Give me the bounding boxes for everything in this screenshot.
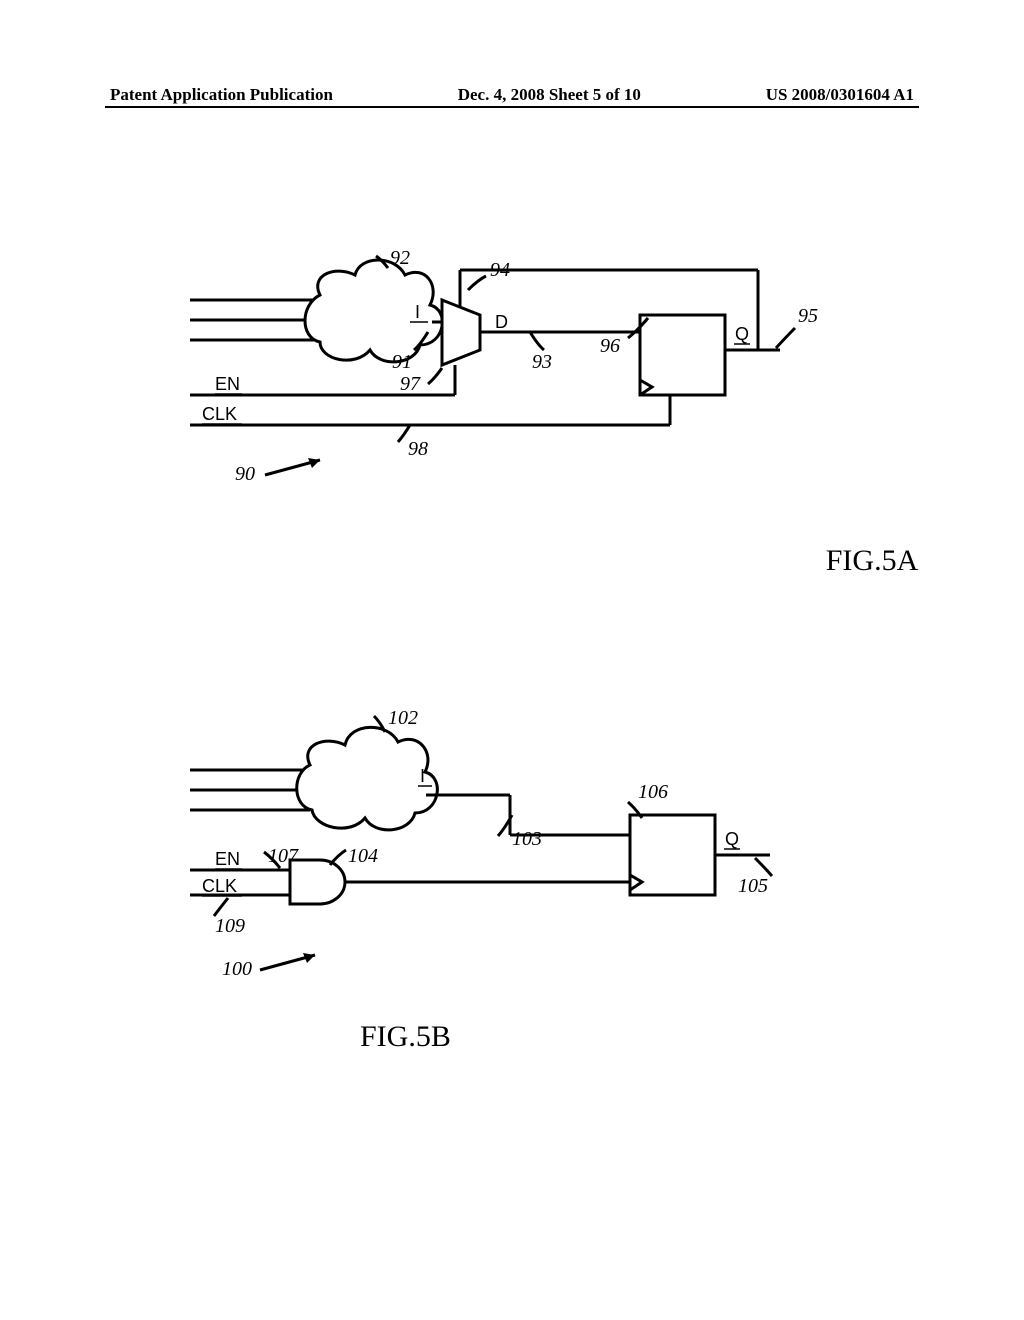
label-q: Q [735, 324, 749, 344]
ref-107: 107 [268, 845, 299, 867]
label-en-b: EN [215, 849, 240, 869]
cloud-icon-b [297, 727, 438, 830]
ref-103: 103 [512, 828, 542, 850]
header-rule [105, 106, 919, 108]
ref-91: 91 [392, 351, 412, 373]
label-d: D [495, 312, 508, 332]
leader-97 [428, 368, 442, 384]
ref-97: 97 [400, 373, 421, 395]
fig5b-svg: I Q EN CLK 102 103 106 105 104 107 109 1… [160, 710, 860, 1030]
leader-104 [330, 850, 346, 865]
fig5b-caption: FIG.5B [360, 1020, 451, 1054]
and-gate-icon [290, 860, 345, 904]
label-clk-b: CLK [202, 876, 237, 896]
header-left: Patent Application Publication [110, 85, 333, 105]
ref-92: 92 [390, 247, 410, 269]
fig5a-svg: I D Q EN CLK 92 94 91 93 96 95 97 98 90 [160, 250, 860, 550]
label-en: EN [215, 374, 240, 394]
leader-105 [755, 858, 772, 876]
figure-5a: I D Q EN CLK 92 94 91 93 96 95 97 98 90 [160, 250, 860, 580]
ref-100: 100 [222, 958, 252, 980]
ref-104: 104 [348, 845, 378, 867]
label-q-b: Q [725, 829, 739, 849]
ref-95: 95 [798, 305, 818, 327]
header-center: Dec. 4, 2008 Sheet 5 of 10 [458, 85, 641, 105]
ref-109: 109 [215, 915, 245, 937]
ref-93: 93 [532, 351, 552, 373]
label-i: I [415, 302, 420, 322]
label-i-b: I [420, 766, 425, 786]
leader-109 [214, 898, 228, 916]
ref-98: 98 [408, 438, 428, 460]
leader-93 [530, 332, 544, 350]
leader-94 [468, 276, 486, 290]
ref-94: 94 [490, 259, 510, 281]
ref-106: 106 [638, 781, 668, 803]
page-header: Patent Application Publication Dec. 4, 2… [110, 85, 914, 105]
header-right: US 2008/0301604 A1 [766, 85, 914, 105]
cloud-icon [305, 260, 442, 362]
ref-105: 105 [738, 875, 768, 897]
ref-96: 96 [600, 335, 620, 357]
ref-102: 102 [388, 707, 418, 729]
mux-icon [442, 300, 480, 365]
ref-90: 90 [235, 463, 255, 485]
leader-95 [776, 328, 795, 348]
label-clk: CLK [202, 404, 237, 424]
figure-5b: I Q EN CLK 102 103 106 105 104 107 109 1… [160, 710, 860, 1060]
fig5a-caption: FIG.5A [360, 544, 1024, 578]
flipflop-icon [640, 315, 725, 395]
